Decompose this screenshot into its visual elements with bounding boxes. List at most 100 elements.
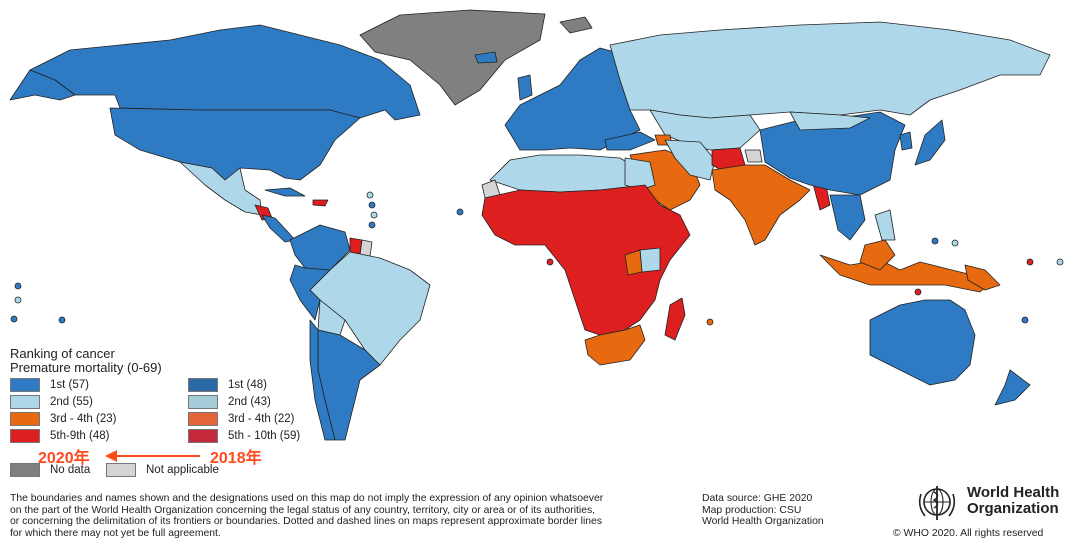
legend-swatch <box>188 429 218 443</box>
legend-label: Not applicable <box>146 464 219 476</box>
island-dot <box>706 318 714 326</box>
region-usa <box>109 107 361 181</box>
region-tanzania-a <box>624 249 643 276</box>
who-name-line2: Organization <box>967 500 1059 517</box>
region-indochina <box>829 194 866 241</box>
region-south-asia <box>711 164 811 246</box>
region-philippines <box>874 209 896 241</box>
legend-label: 5th - 10th (59) <box>228 430 301 442</box>
region-alaska <box>9 69 76 101</box>
island-dot <box>366 191 374 199</box>
island-dot <box>951 239 959 247</box>
who-emblem-icon <box>918 486 956 520</box>
legend-swatch <box>188 378 218 392</box>
region-mongolia <box>789 111 871 131</box>
legend-swatch <box>188 395 218 409</box>
region-borneo <box>859 239 896 271</box>
region-japan <box>914 119 946 166</box>
legend-no-data: No data <box>10 463 90 477</box>
legend-not-applicable: Not applicable <box>106 463 219 477</box>
legend-item: 3rd - 4th (22) <box>188 412 294 426</box>
island-dot <box>1056 258 1064 266</box>
data-source: Data source: GHE 2020 <box>702 493 813 504</box>
region-southern-africa <box>584 324 646 366</box>
island-dot <box>14 296 22 304</box>
legend-swatch <box>10 412 40 426</box>
year-2020-label: 2020年 <box>38 450 90 467</box>
island-dot <box>58 316 66 324</box>
who-name: World Health Organization <box>967 485 1059 517</box>
region-greenland <box>359 9 546 106</box>
legend-label: 3rd - 4th (22) <box>228 413 295 425</box>
disclaimer-line: or concerning the delimitation of its fr… <box>10 516 603 528</box>
legend-swatch <box>10 395 40 409</box>
region-chile <box>309 319 336 441</box>
legend-label: 2nd (55) <box>50 396 93 408</box>
region-russia <box>609 21 1051 119</box>
region-png <box>964 264 1001 291</box>
island-dot <box>1026 258 1034 266</box>
legend-item: 5th-9th (48) <box>10 429 109 443</box>
map-production: Map production: CSU <box>702 504 802 516</box>
region-kashmir-na <box>744 149 763 163</box>
legend-item: 2nd (43) <box>188 395 271 409</box>
island-dot <box>370 211 378 219</box>
year-2018-label: 2018年 <box>210 450 262 467</box>
arrow-left-icon <box>105 450 200 462</box>
credit-organization: World Health Organization <box>702 516 824 528</box>
region-korea <box>899 131 913 151</box>
disclaimer: The boundaries and names shown and the d… <box>10 493 700 539</box>
region-iran <box>664 139 716 181</box>
legend-swatch <box>106 463 136 477</box>
legend-subtitle: Premature mortality (0-69) <box>10 360 162 375</box>
legend-title: Ranking of cancer <box>10 346 115 361</box>
region-central-asia <box>649 109 761 151</box>
legend-label: 1st (57) <box>50 379 89 391</box>
legend-item: 5th - 10th (59) <box>188 429 300 443</box>
region-sub-saharan-africa <box>481 184 691 336</box>
region-mexico <box>179 161 263 216</box>
legend-swatch <box>10 463 40 477</box>
region-colombia <box>289 224 351 271</box>
region-uk <box>517 74 533 101</box>
region-australia <box>869 299 976 386</box>
island-dot <box>456 208 464 216</box>
disclaimer-line: The boundaries and names shown and the d… <box>10 493 604 504</box>
region-iceland <box>474 51 498 64</box>
region-svalbard <box>559 16 593 34</box>
region-egypt <box>624 157 656 191</box>
region-canada <box>29 24 421 121</box>
island-dot <box>368 221 376 229</box>
island-dot <box>14 282 22 290</box>
legend-item: 2nd (55) <box>10 395 93 409</box>
credits: Data source: GHE 2020 Map production: CS… <box>702 493 824 528</box>
island-dot <box>1021 316 1029 324</box>
island-dot <box>368 201 376 209</box>
legend-item: 1st (48) <box>188 378 267 392</box>
region-turkey <box>604 131 656 151</box>
island-dot <box>546 258 554 266</box>
copyright: © WHO 2020. All rights reserved <box>893 528 1044 539</box>
region-suriname-na <box>359 239 373 257</box>
legend-swatch <box>10 378 40 392</box>
region-kenya <box>639 247 661 273</box>
region-cuba <box>264 187 306 197</box>
island-dot <box>10 315 18 323</box>
legend-swatch <box>188 412 218 426</box>
region-north-africa <box>489 154 646 193</box>
who-name-line1: World Health <box>967 484 1060 501</box>
legend-label: 2nd (43) <box>228 396 271 408</box>
island-dot <box>914 288 922 296</box>
who-logo: World Health Organization <box>915 482 1075 524</box>
region-madagascar <box>664 297 686 341</box>
island-dot <box>931 237 939 245</box>
legend-label: No data <box>50 464 91 476</box>
region-central-america <box>261 214 296 243</box>
region-new-zealand <box>994 369 1031 406</box>
disclaimer-line: for which there may not yet be full agre… <box>10 527 221 539</box>
disclaimer-line: on the part of the World Health Organiza… <box>10 504 596 516</box>
legend-label: 5th-9th (48) <box>50 430 110 442</box>
legend-label: 3rd - 4th (23) <box>50 413 117 425</box>
legend-item: 3rd - 4th (23) <box>10 412 116 426</box>
